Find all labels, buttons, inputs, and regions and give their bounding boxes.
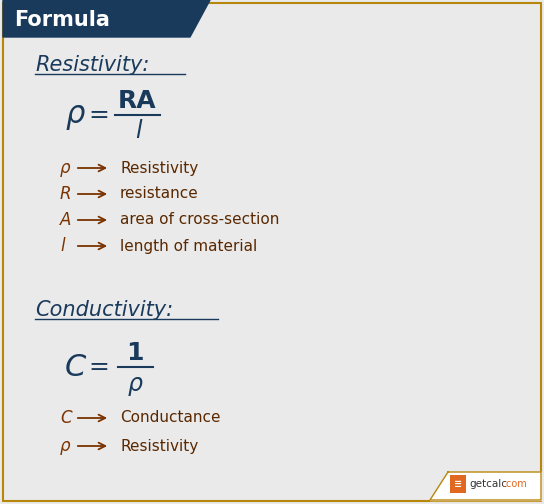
- Text: Conductivity:: Conductivity:: [35, 300, 173, 320]
- Text: ≡: ≡: [454, 479, 462, 489]
- Text: Resistivity: Resistivity: [120, 160, 198, 175]
- Text: C: C: [65, 352, 86, 382]
- Text: RA: RA: [118, 89, 157, 113]
- Text: =: =: [88, 103, 109, 127]
- Text: resistance: resistance: [120, 186, 199, 202]
- Text: R: R: [60, 185, 71, 203]
- Text: Resistivity: Resistivity: [120, 438, 198, 454]
- Text: C: C: [60, 409, 72, 427]
- Text: Formula: Formula: [14, 10, 110, 30]
- Text: ρ: ρ: [65, 100, 84, 130]
- Text: l: l: [135, 119, 141, 143]
- Text: ρ: ρ: [60, 437, 71, 455]
- Text: Conductance: Conductance: [120, 410, 220, 425]
- Text: length of material: length of material: [120, 238, 257, 254]
- Text: Resistivity:: Resistivity:: [35, 55, 150, 75]
- Text: area of cross-section: area of cross-section: [120, 213, 280, 227]
- Text: getcalc: getcalc: [469, 479, 507, 489]
- Text: 1: 1: [126, 341, 144, 365]
- Text: A: A: [60, 211, 71, 229]
- Text: ρ: ρ: [60, 159, 71, 177]
- Text: ρ: ρ: [128, 372, 143, 396]
- Bar: [450, 475, 466, 493]
- Polygon shape: [3, 0, 210, 37]
- Text: .com: .com: [503, 479, 527, 489]
- Text: =: =: [88, 355, 109, 379]
- Polygon shape: [430, 472, 541, 500]
- Text: l: l: [60, 237, 65, 255]
